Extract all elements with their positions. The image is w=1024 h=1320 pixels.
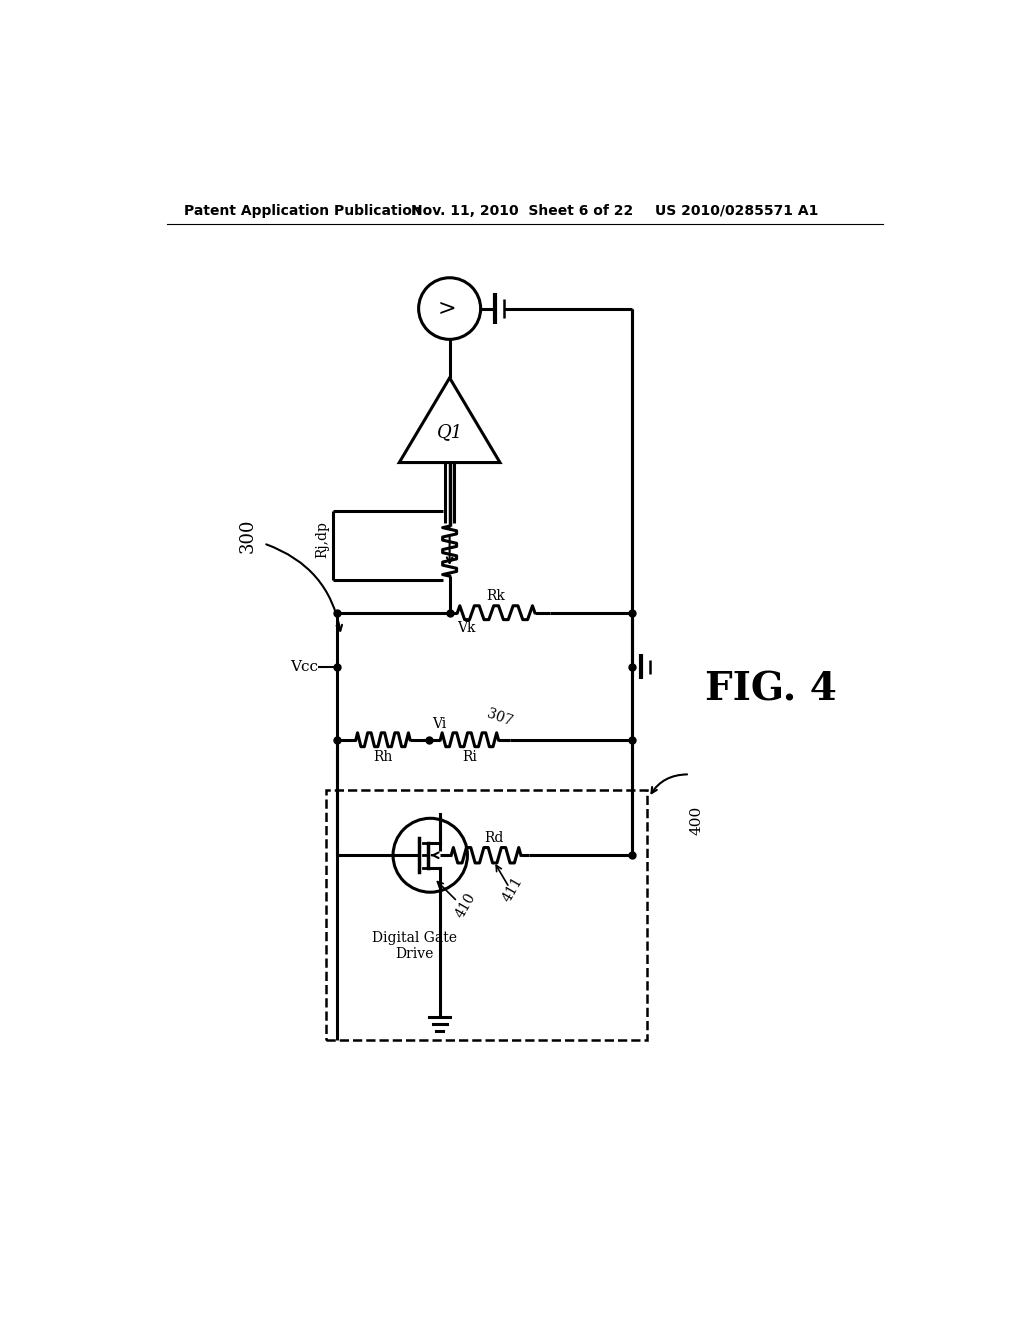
- Text: 411: 411: [501, 875, 526, 906]
- Bar: [326, 789, 647, 1040]
- Text: Patent Application Publication: Patent Application Publication: [183, 203, 422, 218]
- Text: FIG. 4: FIG. 4: [706, 671, 838, 709]
- Text: Vk: Vk: [458, 622, 476, 635]
- Text: Vcc: Vcc: [290, 660, 317, 673]
- Text: >: >: [437, 297, 456, 319]
- Text: Rh: Rh: [374, 750, 392, 764]
- Text: 400: 400: [690, 807, 703, 836]
- Text: Q1: Q1: [436, 422, 463, 441]
- Text: Digital Gate
Drive: Digital Gate Drive: [373, 931, 458, 961]
- Text: 307: 307: [485, 708, 514, 729]
- Text: Nov. 11, 2010  Sheet 6 of 22: Nov. 11, 2010 Sheet 6 of 22: [411, 203, 633, 218]
- Text: 300: 300: [240, 519, 257, 553]
- Text: Vi: Vi: [432, 717, 446, 731]
- Text: Rd: Rd: [484, 832, 504, 845]
- Text: Rj,dp: Rj,dp: [315, 521, 330, 558]
- Text: Ri: Ri: [462, 750, 477, 764]
- Text: US 2010/0285571 A1: US 2010/0285571 A1: [655, 203, 818, 218]
- Text: 410: 410: [454, 890, 479, 920]
- Text: Rk: Rk: [486, 589, 506, 603]
